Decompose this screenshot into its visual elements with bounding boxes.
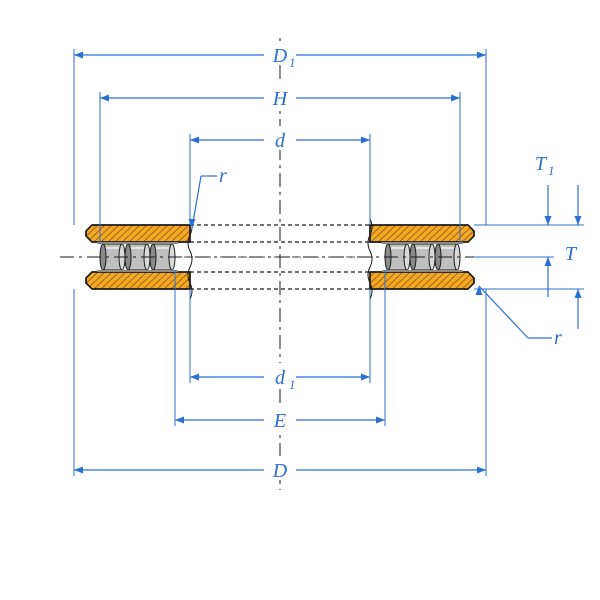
svg-text:r: r xyxy=(219,165,227,187)
svg-text:T: T xyxy=(535,153,548,175)
svg-text:T: T xyxy=(565,243,578,265)
svg-text:E: E xyxy=(273,410,286,432)
svg-text:1: 1 xyxy=(548,163,555,178)
svg-text:H: H xyxy=(272,88,289,110)
svg-text:1: 1 xyxy=(289,377,296,392)
svg-text:D: D xyxy=(272,45,288,67)
svg-text:D: D xyxy=(272,460,288,482)
svg-text:1: 1 xyxy=(289,55,296,70)
svg-text:r: r xyxy=(554,327,562,349)
bearing-cross-section-diagram: D1Hdd1EDT1Trr xyxy=(0,0,600,600)
svg-text:d: d xyxy=(275,367,286,389)
svg-text:d: d xyxy=(275,130,286,152)
